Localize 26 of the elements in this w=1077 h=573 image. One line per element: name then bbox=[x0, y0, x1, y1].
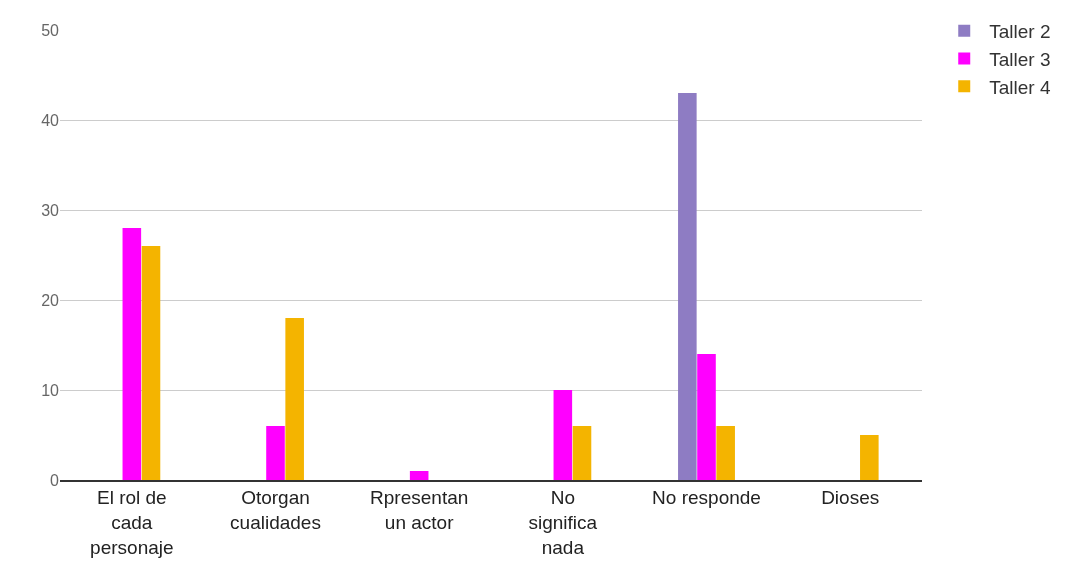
x-tick-label: No significa nada bbox=[528, 487, 598, 558]
y-tick-label: 30 bbox=[41, 201, 60, 219]
y-tick-label: 20 bbox=[41, 291, 60, 309]
bar bbox=[553, 390, 573, 480]
bar bbox=[572, 426, 592, 480]
bar bbox=[266, 426, 285, 480]
bar bbox=[122, 228, 142, 480]
bar bbox=[860, 435, 879, 480]
y-tick-label: 50 bbox=[41, 21, 60, 39]
bar bbox=[409, 471, 429, 480]
x-tick-label: Rpresentan un actor bbox=[370, 487, 469, 533]
legend-label: Taller 3 bbox=[989, 48, 1051, 70]
legend-label: Taller 4 bbox=[989, 76, 1051, 98]
y-tick-label: 0 bbox=[50, 471, 60, 489]
bar bbox=[285, 318, 304, 480]
bar bbox=[678, 93, 697, 480]
bar bbox=[697, 354, 716, 480]
y-tick-label: 40 bbox=[41, 111, 60, 129]
x-tick-label: No responde bbox=[652, 487, 761, 509]
x-tick-label: Otorgan cualidades bbox=[230, 487, 321, 533]
x-tick-label: El rol de cada personaje bbox=[90, 487, 174, 558]
x-tick-label: Dioses bbox=[821, 487, 880, 509]
legend-label: Taller 2 bbox=[989, 21, 1051, 43]
y-tick-label: 10 bbox=[41, 381, 60, 399]
bar bbox=[141, 246, 161, 480]
bar bbox=[716, 426, 735, 480]
